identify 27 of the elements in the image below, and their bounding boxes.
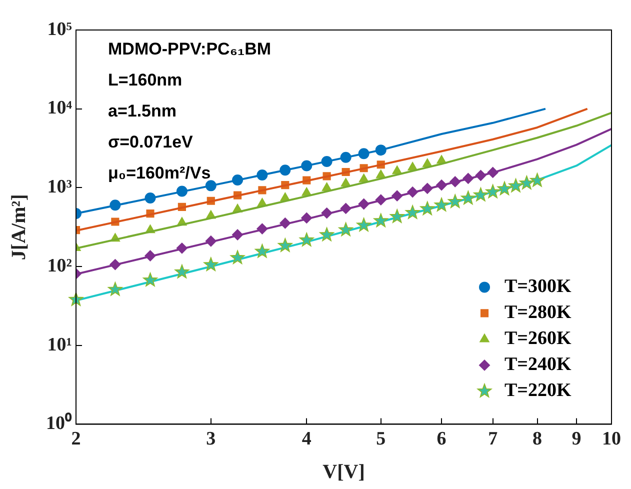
y-axis-title: J[A/m²] [8, 194, 30, 260]
y-tick-label: 10¹ [47, 334, 72, 356]
x-tick-label: 2 [71, 428, 81, 450]
x-tick-label: 4 [302, 428, 312, 450]
x-tick-label: 7 [488, 428, 498, 450]
x-tick-label: 8 [532, 428, 542, 450]
annotation: σ=0.071eV [108, 132, 194, 152]
legend-label: T=300K [504, 276, 572, 298]
y-tick-label: 10⁴ [47, 98, 72, 119]
annotation: MDMO-PPV:PC₆₁BM [108, 40, 272, 59]
legend-label: T=260K [504, 328, 572, 350]
y-tick-label: 10³ [47, 176, 72, 198]
annotation: μ₀=160m²/Vs [108, 164, 211, 183]
legend-label: T=280K [504, 302, 572, 324]
legend-label: T=240K [504, 354, 572, 376]
annotation: L=160nm [108, 70, 182, 90]
x-tick-label: 6 [436, 428, 446, 450]
annotation: a=1.5nm [108, 102, 177, 121]
y-tick-label: 10² [47, 255, 72, 276]
x-tick-label: 5 [376, 428, 386, 450]
legend-label: T=220K [504, 380, 572, 402]
y-tick-label: 10⁰ [46, 412, 72, 434]
x-tick-label: 10 [602, 428, 621, 450]
y-tick-label: 10⁵ [47, 18, 72, 40]
x-tick-label: 9 [572, 428, 582, 450]
x-tick-label: 3 [206, 428, 216, 450]
x-axis-title: V[V] [322, 461, 365, 484]
